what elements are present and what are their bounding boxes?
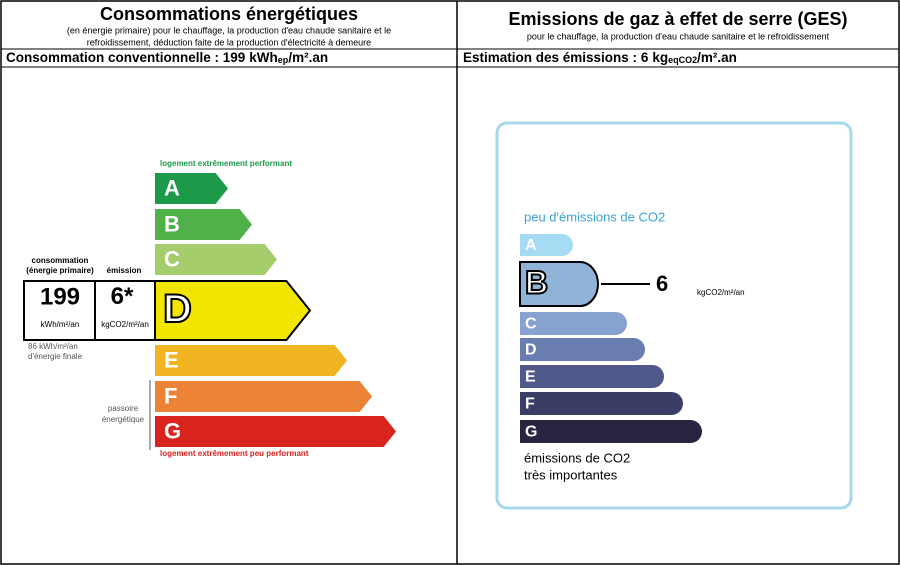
class-letter: G bbox=[164, 418, 181, 443]
summary-label: Estimation des émissions : bbox=[463, 50, 641, 65]
passoire-label: énergétique bbox=[102, 415, 145, 424]
class-bar bbox=[155, 209, 252, 240]
box-heading: (énergie primaire) bbox=[26, 266, 94, 275]
top-note: peu d'émissions de CO2 bbox=[524, 209, 665, 224]
bottom-note: logement extrêmement peu performant bbox=[160, 449, 309, 458]
class-bar bbox=[155, 173, 228, 204]
bottom-note: émissions de CO2 bbox=[524, 450, 630, 465]
summary-unit-sub: eqCO2 bbox=[668, 55, 697, 65]
emission-mark: * bbox=[124, 283, 134, 310]
class-bar bbox=[155, 345, 347, 376]
right-subtitle: pour le chauffage, la production d'eau c… bbox=[527, 31, 830, 41]
summary-unit-sub: ep bbox=[278, 55, 289, 65]
class-bar bbox=[154, 280, 312, 341]
ges-value: 6 bbox=[656, 271, 668, 296]
summary-unit: kg bbox=[652, 50, 668, 65]
class-bar bbox=[519, 261, 599, 307]
bottom-note: très importantes bbox=[524, 467, 618, 482]
summary-unit: kWh bbox=[249, 50, 278, 65]
left-summary: Consommation conventionnelle : 199 kWhep/… bbox=[6, 50, 328, 66]
final-energy: 86 kWh/m²/an bbox=[28, 342, 78, 351]
class-letter: C bbox=[164, 246, 180, 271]
value-box bbox=[23, 280, 156, 341]
class-letter: F bbox=[164, 383, 177, 408]
left-title: Consommations énergétiques bbox=[100, 4, 358, 24]
ges-frame bbox=[495, 121, 853, 510]
class-bar bbox=[520, 392, 683, 415]
class-bar bbox=[520, 312, 627, 335]
top-note: logement extrêmement performant bbox=[160, 159, 292, 168]
ges-unit: kgCO2/m²/an bbox=[697, 288, 745, 297]
class-letter: B bbox=[525, 264, 548, 300]
class-letter: A bbox=[164, 175, 180, 200]
class-letter: A bbox=[525, 237, 537, 254]
right-summary: Estimation des émissions : 6 kgeqCO2/m².a… bbox=[463, 50, 737, 66]
left-subtitle: refroidissement, déduction faite de la p… bbox=[87, 37, 371, 47]
summary-label: Consommation conventionnelle : bbox=[6, 50, 223, 65]
emission-number: 6 bbox=[111, 283, 124, 310]
final-energy: d'énergie finale bbox=[28, 352, 83, 361]
class-bar bbox=[155, 416, 396, 447]
box-heading: consommation bbox=[32, 256, 89, 265]
consumption-unit: kWh/m²/an bbox=[41, 320, 80, 329]
right-title: Emissions de gaz à effet de serre (GES) bbox=[508, 9, 847, 29]
class-letter: D bbox=[525, 342, 537, 359]
class-bar bbox=[520, 234, 573, 256]
class-letter: G bbox=[525, 424, 537, 441]
class-letter: E bbox=[164, 347, 179, 372]
left-subtitle: (en énergie primaire) pour le chauffage,… bbox=[67, 25, 391, 35]
box-heading: émission bbox=[107, 266, 142, 275]
class-letter: D bbox=[163, 287, 192, 331]
consumption-value: 199 bbox=[40, 283, 80, 310]
class-bar bbox=[520, 420, 702, 443]
class-letter: E bbox=[525, 369, 536, 386]
class-bar bbox=[520, 365, 664, 388]
passoire-label: passoire bbox=[108, 404, 139, 413]
emission-value: 6* bbox=[111, 283, 134, 310]
summary-value: 6 bbox=[641, 50, 649, 65]
class-bar bbox=[155, 244, 277, 275]
class-letter: F bbox=[525, 396, 535, 413]
class-bar bbox=[155, 381, 372, 412]
emission-unit: kgCO2/m²/an bbox=[101, 320, 149, 329]
summary-unit-suffix: /m².an bbox=[288, 50, 328, 65]
summary-value: 199 bbox=[223, 50, 246, 65]
class-bar bbox=[520, 338, 645, 361]
class-letter: B bbox=[164, 211, 180, 236]
class-letter: C bbox=[525, 316, 537, 333]
summary-unit-suffix: /m².an bbox=[697, 50, 737, 65]
